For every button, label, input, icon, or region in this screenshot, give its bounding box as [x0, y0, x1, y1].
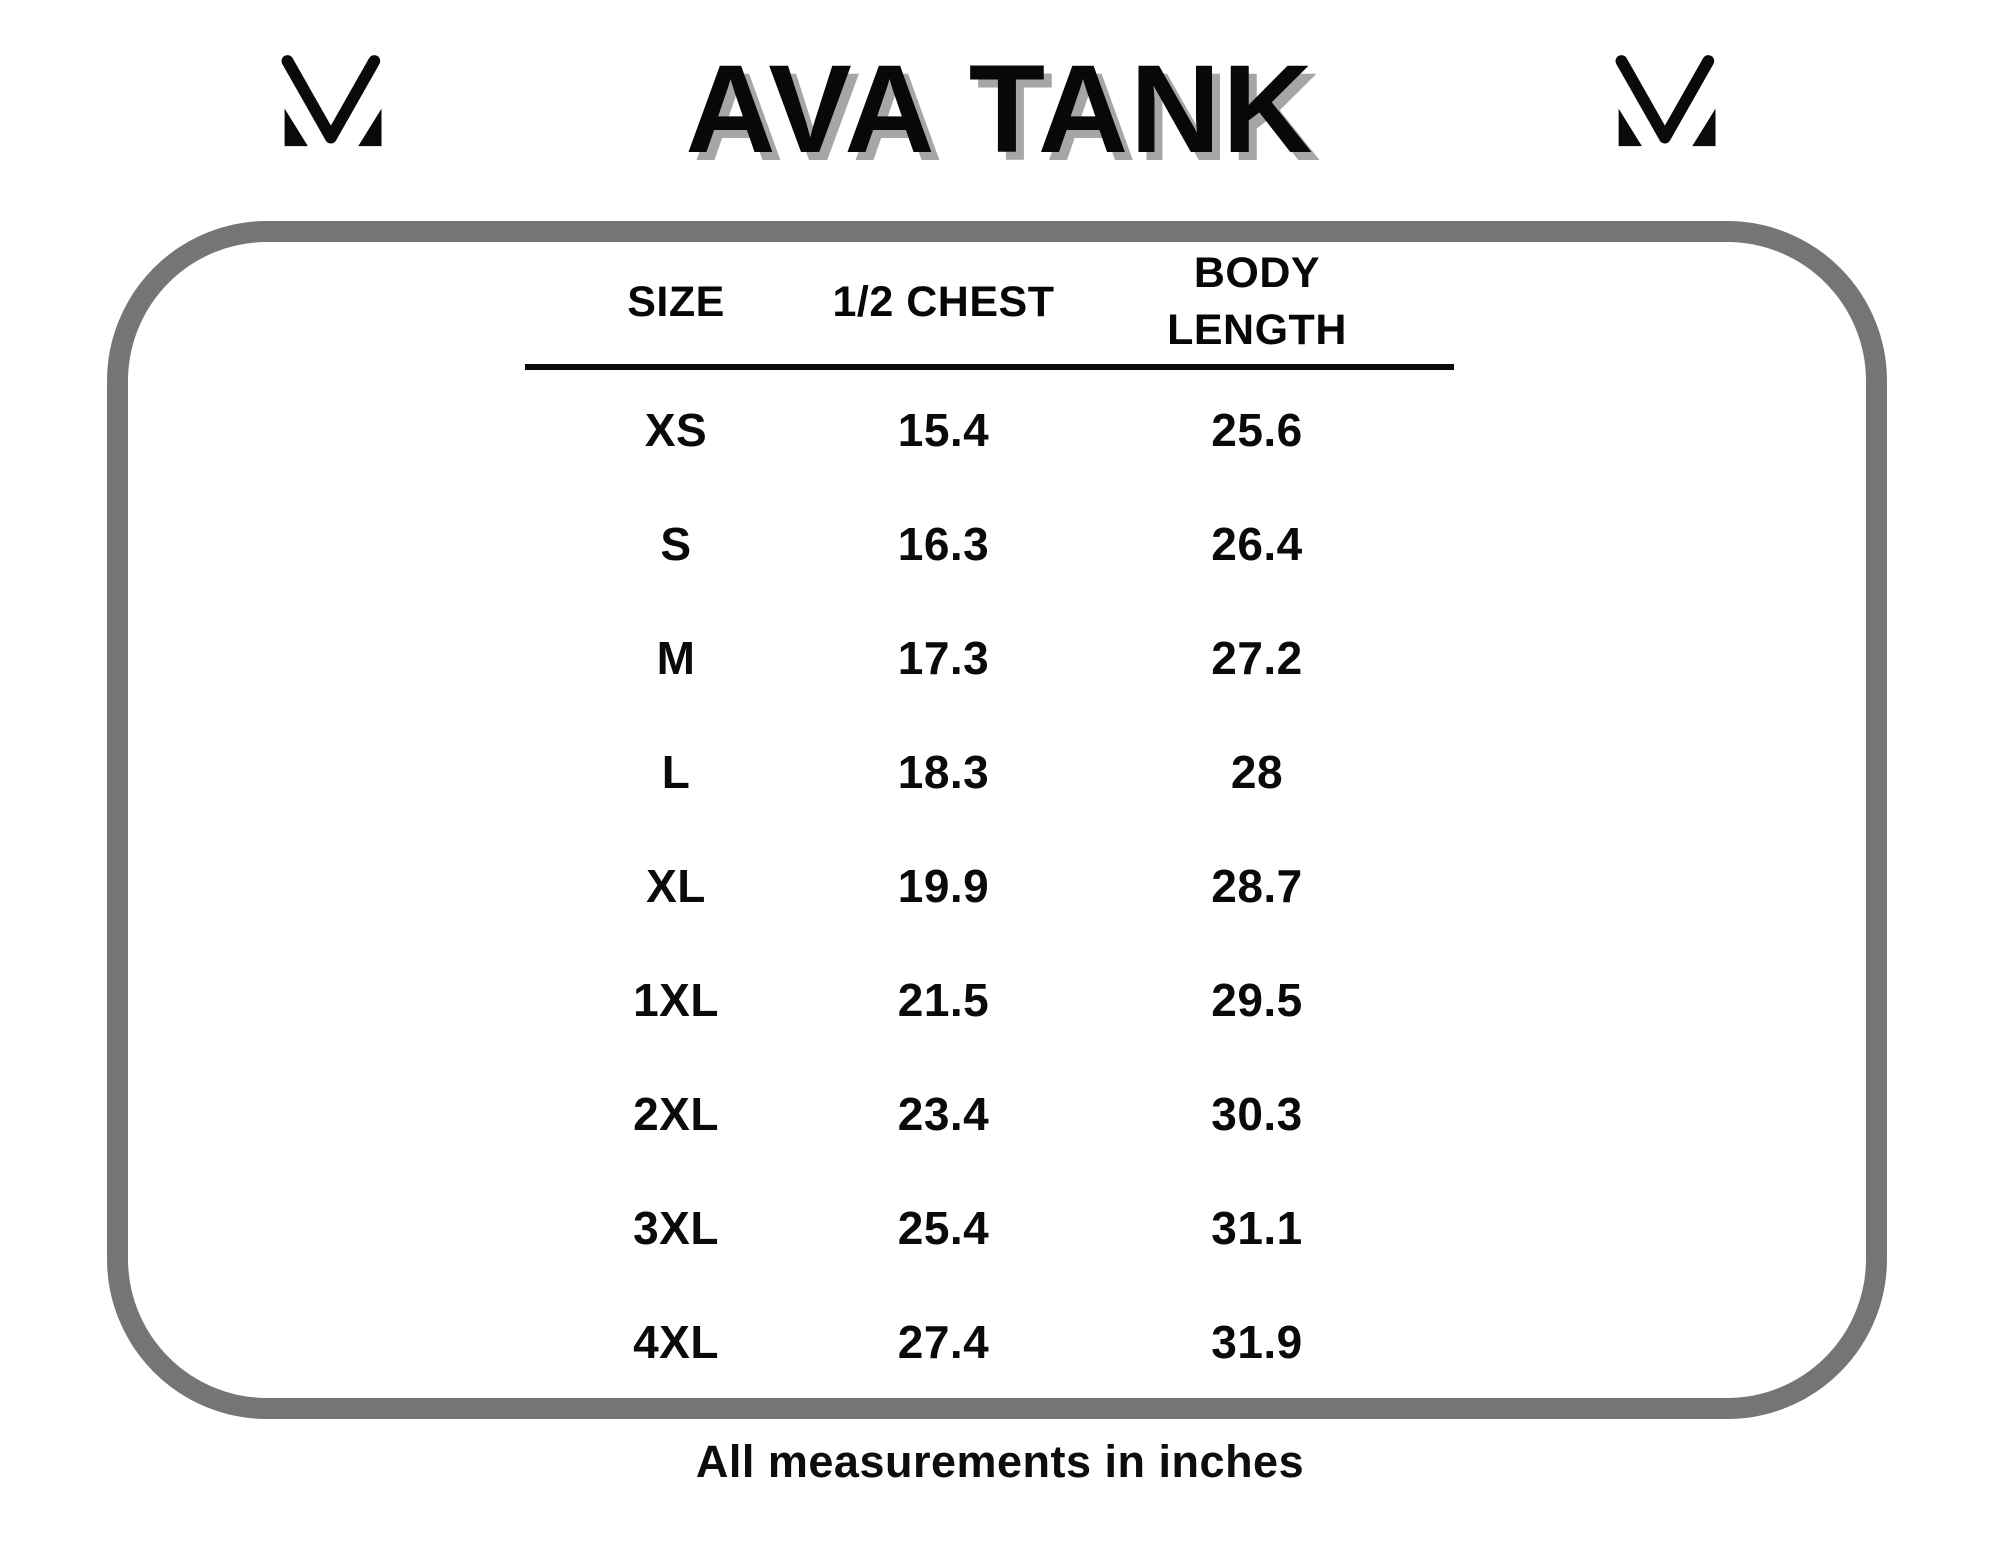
body-length-cell: 31.1 [1211, 1202, 1303, 1254]
brand-logo-right [1607, 46, 1731, 164]
size-chart-frame [107, 221, 1887, 1419]
header-underline [525, 364, 1454, 370]
half-chest-cell: 23.4 [897, 1088, 990, 1140]
size-chart-body: XS 15.4 25.6 S 16.3 26.4 M 17.3 27.2 L 1… [525, 373, 1454, 1399]
table-row-l: L 18.3 28 [525, 715, 1454, 829]
half-chest-cell: 25.4 [897, 1202, 990, 1254]
half-chest-cell: 16.3 [897, 518, 990, 570]
measurements-note: All measurements in inches [695, 1436, 1305, 1487]
body-length-cell: 27.2 [1211, 632, 1303, 684]
body-length-cell: 28.7 [1211, 860, 1303, 912]
table-row-s: S 16.3 26.4 [525, 487, 1454, 601]
half-chest-cell: 19.9 [897, 860, 990, 912]
size-cell: 1XL [633, 974, 719, 1026]
size-cell: 2XL [633, 1088, 719, 1140]
table-row-xl: XL 19.9 28.7 [525, 829, 1454, 943]
half-chest-cell: 18.3 [897, 746, 990, 798]
size-cell: XS [644, 404, 708, 456]
page-title: AVA TANK [685, 40, 1315, 179]
half-chest-cell: 15.4 [897, 404, 990, 456]
brand-logo-left [273, 46, 397, 164]
size-cell: M [656, 632, 696, 684]
table-row-3xl: 3XL 25.4 31.1 [525, 1171, 1454, 1285]
size-cell: 3XL [633, 1202, 719, 1254]
size-cell: S [660, 518, 692, 570]
body-length-cell: 26.4 [1211, 518, 1303, 570]
body-length-cell: 31.9 [1211, 1316, 1303, 1368]
size-cell: L [661, 746, 691, 798]
table-row-2xl: 2XL 23.4 30.3 [525, 1057, 1454, 1171]
body-length-cell: 25.6 [1211, 404, 1303, 456]
size-cell: XL [646, 860, 706, 912]
body-length-cell: 30.3 [1211, 1088, 1303, 1140]
size-chart-header-row: SIZE 1/2 CHEST BODY LENGTH [525, 240, 1454, 364]
half-chest-cell: 27.4 [897, 1316, 990, 1368]
column-header-body-length: BODY LENGTH [1060, 240, 1454, 364]
body-length-cell: 28 [1230, 746, 1284, 798]
table-row-m: M 17.3 27.2 [525, 601, 1454, 715]
column-header-size: SIZE [627, 277, 725, 326]
column-header-half-chest: 1/2 CHEST [832, 277, 1055, 326]
mv-monogram-icon [273, 46, 397, 164]
half-chest-cell: 17.3 [897, 632, 990, 684]
mv-monogram-icon [1607, 46, 1731, 164]
half-chest-cell: 21.5 [897, 974, 990, 1026]
size-cell: 4XL [633, 1316, 719, 1368]
column-header-body-length-label: BODY LENGTH [1167, 249, 1347, 354]
table-row-4xl: 4XL 27.4 31.9 [525, 1285, 1454, 1399]
table-row-1xl: 1XL 21.5 29.5 [525, 943, 1454, 1057]
table-row-xs: XS 15.4 25.6 [525, 373, 1454, 487]
body-length-cell: 29.5 [1211, 974, 1303, 1026]
